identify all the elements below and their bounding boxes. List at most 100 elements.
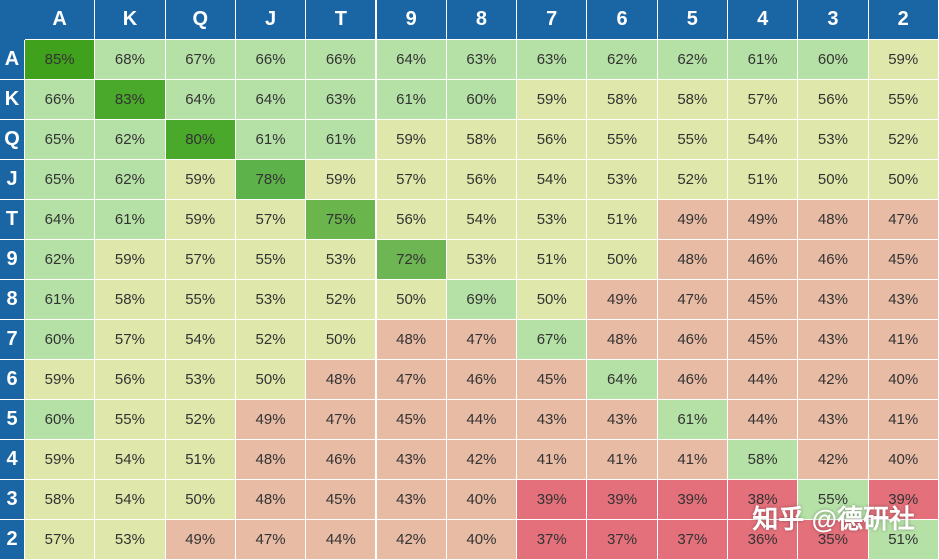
heatmap-cell: 40% (869, 360, 939, 400)
heatmap-cell: 39% (869, 480, 939, 520)
heatmap-cell: 46% (798, 240, 868, 280)
heatmap-cell: 53% (587, 160, 657, 200)
heatmap-cell: 43% (587, 400, 657, 440)
column-header: 8 (447, 0, 517, 40)
heatmap-cell: 47% (236, 520, 306, 560)
row-header: Q (0, 120, 25, 160)
heatmap-cell: 35% (798, 520, 868, 560)
heatmap-cell: 61% (728, 40, 798, 80)
heatmap-cell: 45% (377, 400, 447, 440)
heatmap-cell: 49% (236, 400, 306, 440)
heatmap-cell: 49% (166, 520, 236, 560)
heatmap-cell: 61% (25, 280, 95, 320)
heatmap-cell: 48% (306, 360, 376, 400)
heatmap-cell: 43% (869, 280, 939, 320)
heatmap-cell: 54% (517, 160, 587, 200)
heatmap-cell: 48% (236, 440, 306, 480)
heatmap-cell: 54% (447, 200, 517, 240)
row-header: 8 (0, 280, 25, 320)
heatmap-cell: 58% (658, 80, 728, 120)
row-header: 3 (0, 480, 25, 520)
heatmap-cell: 50% (166, 480, 236, 520)
heatmap-cell: 51% (869, 520, 939, 560)
heatmap-cell: 64% (166, 80, 236, 120)
heatmap-cell: 50% (869, 160, 939, 200)
corner-cell (0, 0, 25, 40)
heatmap-cell: 61% (377, 80, 447, 120)
heatmap-cell: 43% (798, 400, 868, 440)
column-header: 3 (798, 0, 868, 40)
column-header: 2 (869, 0, 939, 40)
heatmap-cell: 55% (236, 240, 306, 280)
heatmap-cell: 55% (587, 120, 657, 160)
row-header: 7 (0, 320, 25, 360)
heatmap-cell: 65% (25, 120, 95, 160)
heatmap-cell: 55% (166, 280, 236, 320)
heatmap-cell: 57% (236, 200, 306, 240)
heatmap-cell: 54% (95, 440, 165, 480)
heatmap-cell: 55% (95, 400, 165, 440)
heatmap-cell: 80% (166, 120, 236, 160)
heatmap-cell: 64% (236, 80, 306, 120)
heatmap-cell: 46% (447, 360, 517, 400)
heatmap-cell: 57% (95, 320, 165, 360)
heatmap-cell: 66% (236, 40, 306, 80)
heatmap-cell: 83% (95, 80, 165, 120)
heatmap-cell: 59% (95, 240, 165, 280)
heatmap-cell: 48% (798, 200, 868, 240)
heatmap-cell: 59% (166, 200, 236, 240)
heatmap-cell: 50% (587, 240, 657, 280)
heatmap-cell: 60% (798, 40, 868, 80)
heatmap-cell: 36% (728, 520, 798, 560)
column-header: T (306, 0, 376, 40)
heatmap-cell: 53% (447, 240, 517, 280)
heatmap-cell: 42% (798, 360, 868, 400)
heatmap-cell: 52% (306, 280, 376, 320)
heatmap-cell: 63% (517, 40, 587, 80)
heatmap-cell: 62% (95, 160, 165, 200)
heatmap-cell: 72% (377, 240, 447, 280)
row-header: 9 (0, 240, 25, 280)
row-header: 2 (0, 520, 25, 560)
heatmap-cell: 66% (25, 80, 95, 120)
heatmap-cell: 54% (166, 320, 236, 360)
heatmap-cell: 51% (728, 160, 798, 200)
heatmap-cell: 49% (587, 280, 657, 320)
column-header: J (236, 0, 306, 40)
heatmap-cell: 58% (587, 80, 657, 120)
heatmap-cell: 50% (377, 280, 447, 320)
heatmap-cell: 45% (869, 240, 939, 280)
heatmap-cell: 62% (25, 240, 95, 280)
heatmap-cell: 39% (658, 480, 728, 520)
heatmap-cell: 67% (517, 320, 587, 360)
heatmap-cell: 50% (517, 280, 587, 320)
heatmap-cell: 52% (658, 160, 728, 200)
heatmap-cell: 51% (587, 200, 657, 240)
heatmap-cell: 48% (587, 320, 657, 360)
heatmap-cell: 41% (869, 400, 939, 440)
heatmap-cell: 44% (306, 520, 376, 560)
heatmap-cell: 67% (166, 40, 236, 80)
heatmap-cell: 47% (377, 360, 447, 400)
heatmap-cell: 45% (306, 480, 376, 520)
heatmap-cell: 47% (869, 200, 939, 240)
heatmap-cell: 49% (658, 200, 728, 240)
column-header: 9 (377, 0, 447, 40)
heatmap-cell: 65% (25, 160, 95, 200)
heatmap-cell: 53% (517, 200, 587, 240)
heatmap-cell: 38% (728, 480, 798, 520)
heatmap-cell: 66% (306, 40, 376, 80)
heatmap-cell: 56% (447, 160, 517, 200)
column-header: 6 (587, 0, 657, 40)
heatmap-cell: 58% (25, 480, 95, 520)
heatmap-cell: 48% (377, 320, 447, 360)
heatmap-cell: 47% (658, 280, 728, 320)
heatmap-cell: 49% (728, 200, 798, 240)
row-header: 6 (0, 360, 25, 400)
heatmap-cell: 59% (377, 120, 447, 160)
heatmap-cell: 46% (306, 440, 376, 480)
heatmap-cell: 59% (166, 160, 236, 200)
heatmap-cell: 41% (869, 320, 939, 360)
heatmap-cell: 40% (447, 520, 517, 560)
heatmap-cell: 53% (306, 240, 376, 280)
